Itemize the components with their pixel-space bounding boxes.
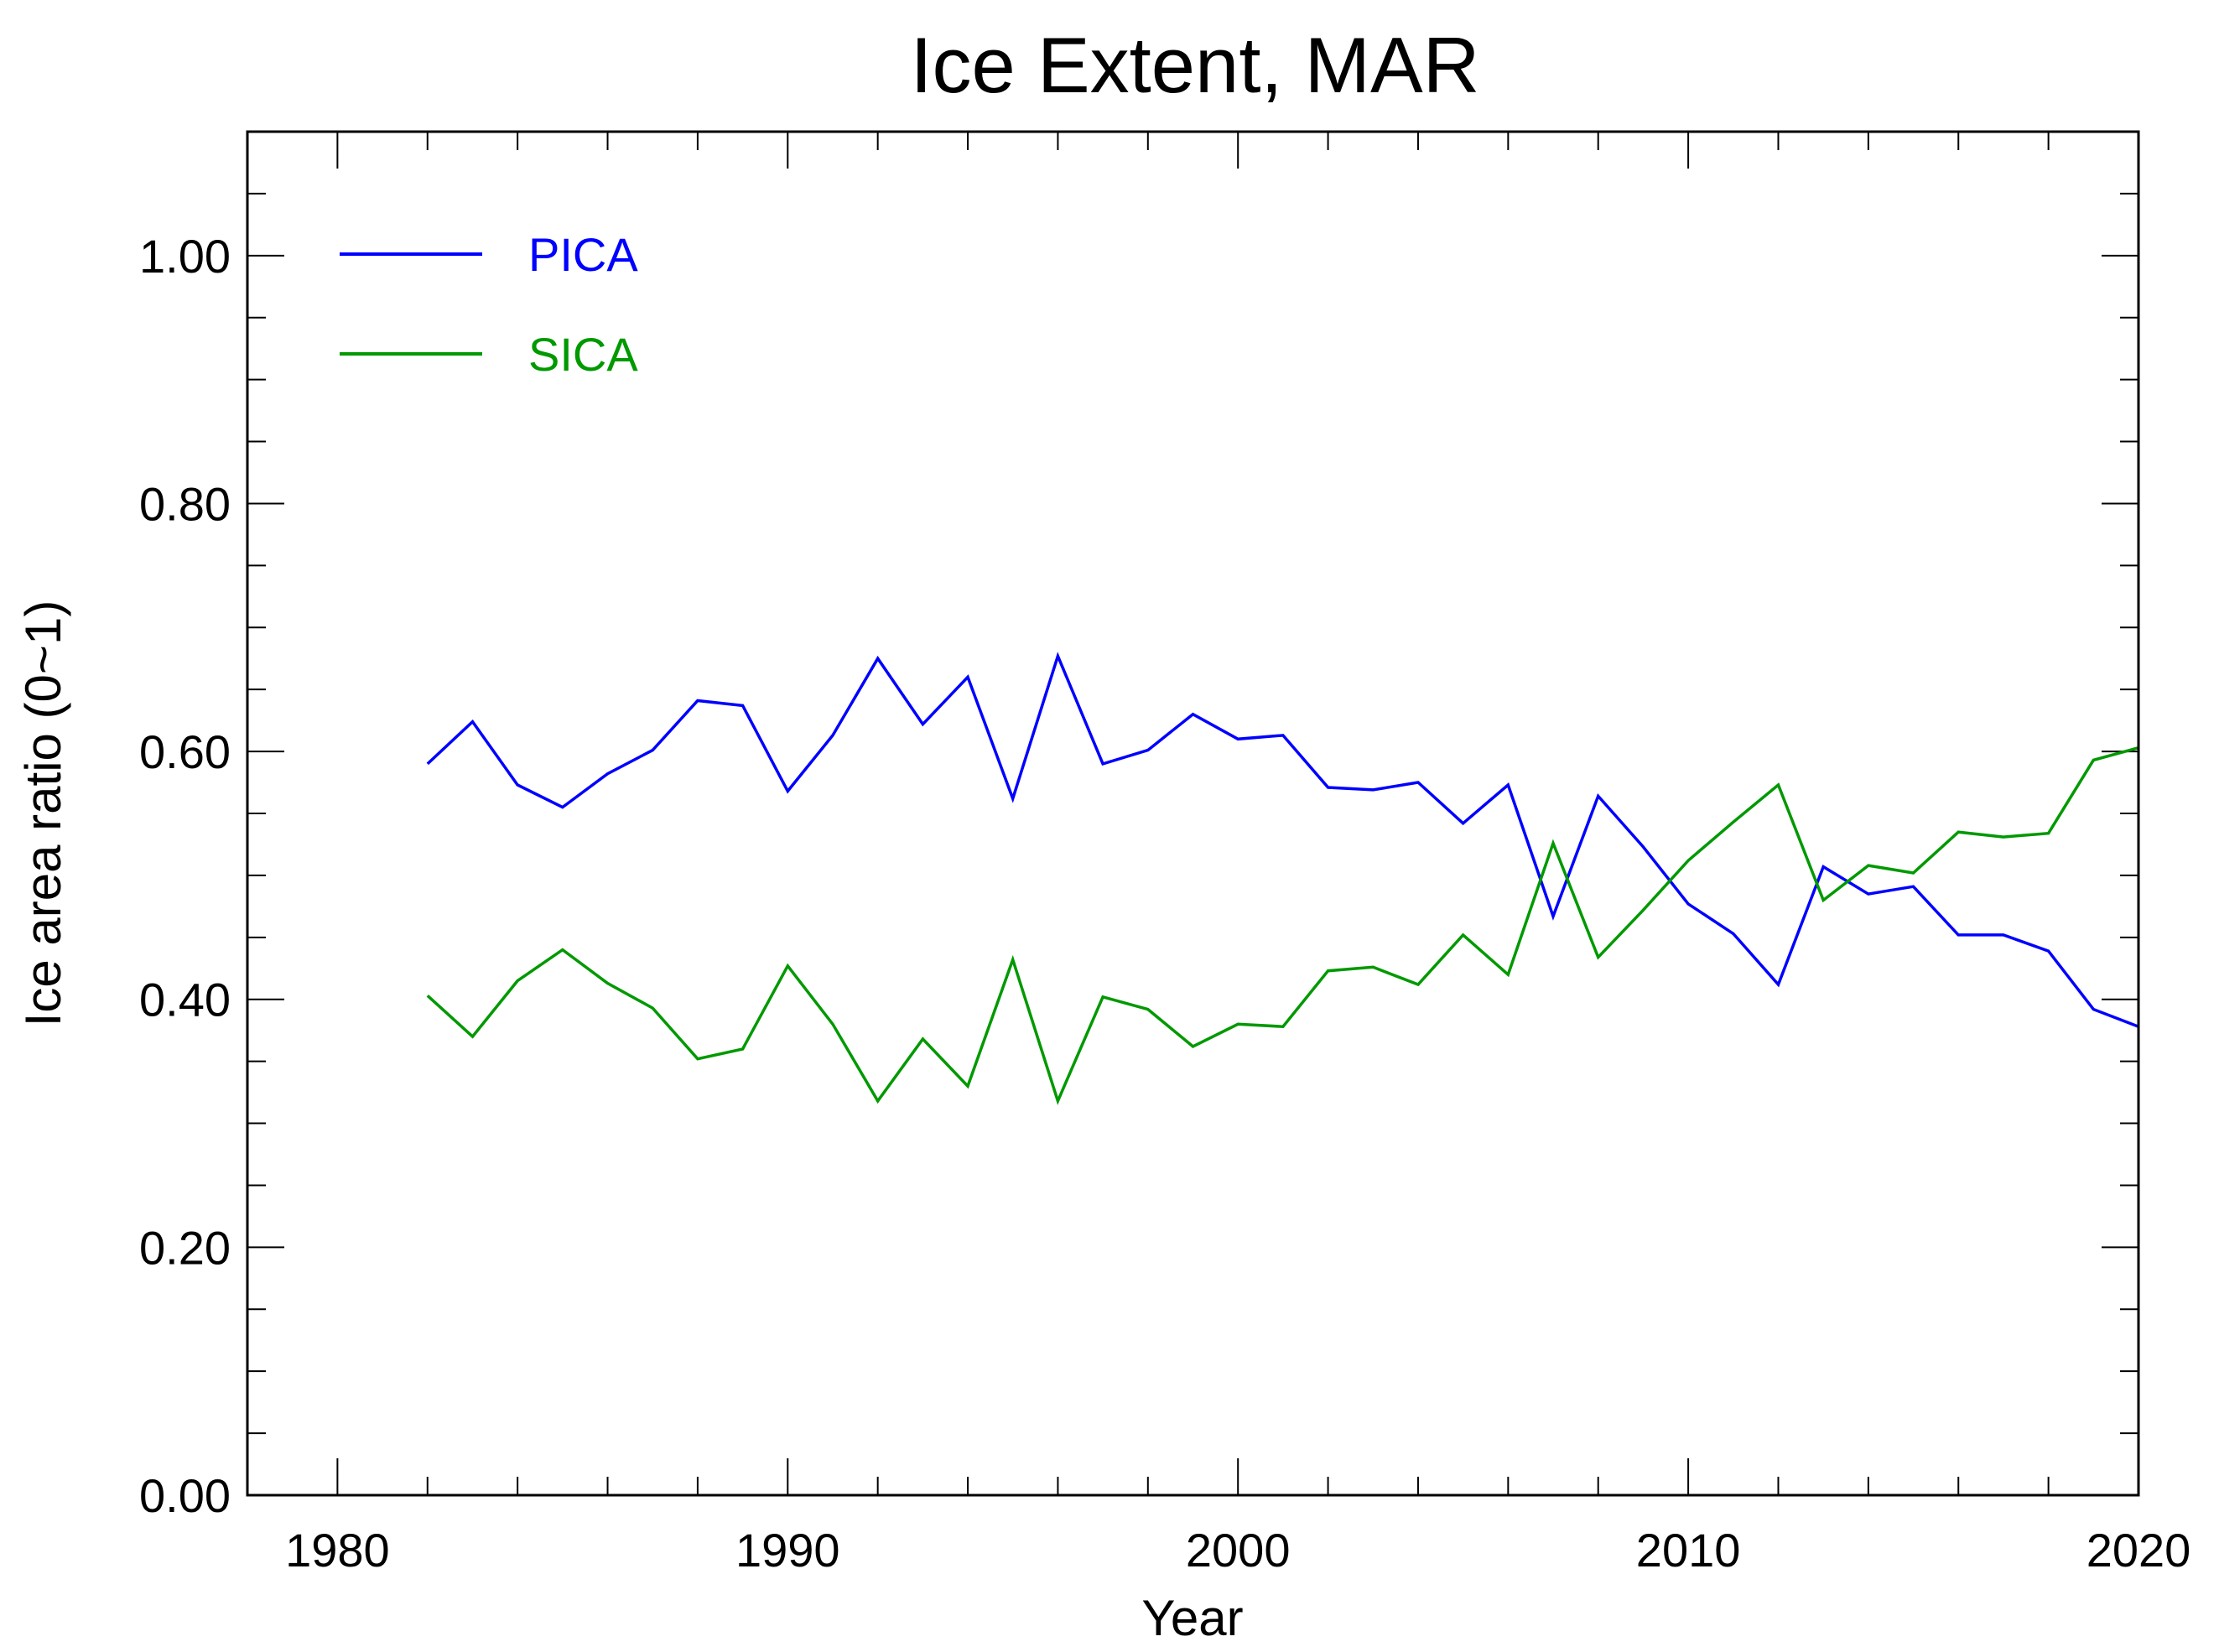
y-tick-label: 0.40: [139, 974, 231, 1026]
series-line-pica: [426, 652, 2139, 1028]
y-tick-label: 0.00: [139, 1469, 231, 1522]
x-axis-title: Year: [1141, 1590, 1243, 1646]
legend: PICA SICA: [340, 228, 638, 381]
y-tick-label: 0.80: [139, 477, 231, 530]
x-tick-label: 1980: [285, 1524, 390, 1577]
y-tick-label: 0.20: [139, 1221, 231, 1274]
x-tick-label: 2000: [1186, 1524, 1291, 1577]
y-tick-label: 1.00: [139, 230, 231, 283]
axis-tick-labels: 0.00 0.20 0.40 0.60 0.80 1.00 1980 1990 2000 2010…: [139, 230, 2190, 1577]
axis-ticks: [247, 131, 2139, 1496]
x-tick-label: 2020: [2086, 1524, 2191, 1577]
y-tick-label: 0.60: [139, 725, 231, 778]
legend-label-pica: PICA: [528, 228, 638, 281]
series-line-sica: [426, 746, 2139, 1105]
x-tick-label: 2010: [1636, 1524, 1741, 1577]
y-axis-title: Ice area ratio (0~1): [15, 600, 71, 1027]
plot-frame: [246, 130, 2140, 1497]
series-lines: [426, 652, 2139, 1105]
chart-title: Ice Extent, MAR: [910, 21, 1479, 109]
x-tick-label: 1990: [735, 1524, 840, 1577]
legend-label-sica: SICA: [528, 328, 638, 381]
